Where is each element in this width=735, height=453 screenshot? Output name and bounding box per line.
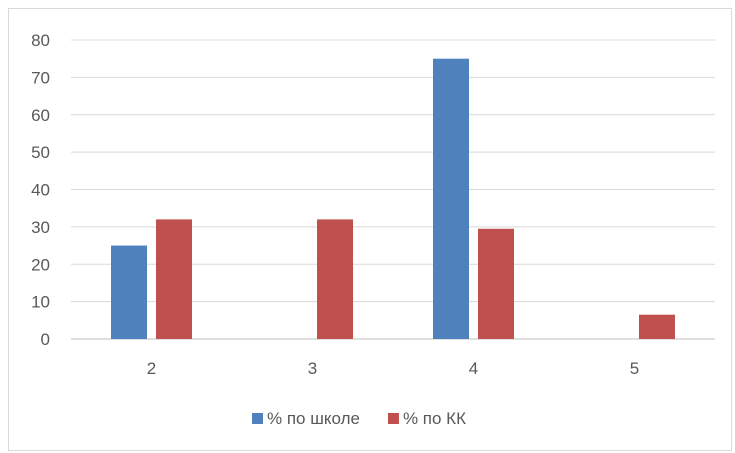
x-tick-label: 3 — [308, 359, 317, 378]
bar — [317, 219, 353, 339]
bar — [156, 219, 192, 339]
legend: % по школе % по КК — [252, 409, 466, 428]
bars — [111, 58, 675, 339]
y-tick-label: 80 — [31, 31, 50, 50]
y-tick-label: 50 — [31, 143, 50, 162]
y-tick-label: 60 — [31, 106, 50, 125]
y-tick-label: 0 — [41, 330, 50, 349]
x-tick-label: 5 — [630, 359, 639, 378]
legend-label: % по школе — [267, 409, 360, 428]
y-tick-label: 30 — [31, 218, 50, 237]
bar — [111, 245, 147, 339]
y-tick-label: 40 — [31, 181, 50, 200]
legend-label: % по КК — [403, 409, 466, 428]
legend-swatch — [387, 413, 399, 424]
bar — [433, 58, 469, 339]
y-tick-label: 10 — [31, 293, 50, 312]
x-axis-ticks: 2 3 4 5 — [147, 359, 639, 378]
y-tick-label: 70 — [31, 68, 50, 87]
x-tick-label: 4 — [469, 359, 478, 378]
chart-frame — [8, 8, 732, 451]
y-tick-label: 20 — [31, 255, 50, 274]
bar — [639, 314, 675, 339]
bar — [478, 228, 514, 339]
x-tick-label: 2 — [147, 359, 156, 378]
y-axis-ticks: 0 10 20 30 40 50 60 70 80 — [31, 31, 50, 349]
legend-swatch — [252, 413, 263, 424]
